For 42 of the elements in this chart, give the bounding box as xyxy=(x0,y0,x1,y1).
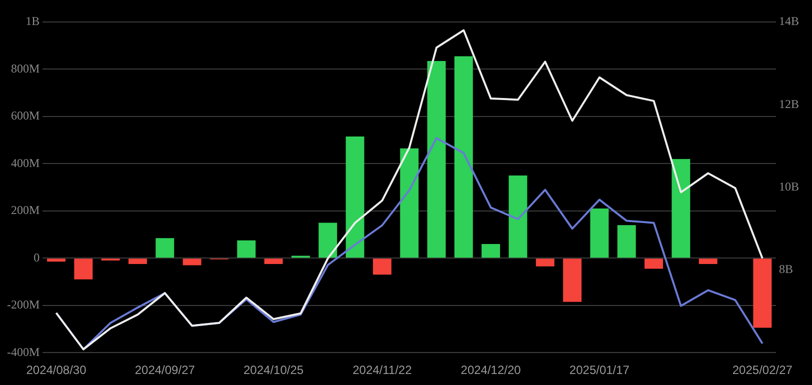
bar xyxy=(644,258,664,269)
y2-tick-label: 10B xyxy=(778,179,800,194)
y-tick-label: 600M xyxy=(10,108,40,123)
y-tick-label: 400M xyxy=(10,156,40,170)
x-tick-label: 2024/10/25 xyxy=(244,363,304,378)
bar xyxy=(372,258,392,275)
bar xyxy=(182,258,202,266)
x-tick-label: 2024/11/22 xyxy=(352,363,412,378)
bar xyxy=(400,148,419,258)
x-tick-label: 2024/12/20 xyxy=(460,363,522,378)
bar xyxy=(237,240,256,258)
bar xyxy=(753,258,772,328)
bar xyxy=(318,222,338,258)
bar xyxy=(563,258,582,302)
bar xyxy=(454,56,473,258)
bar xyxy=(617,225,636,258)
x-tick-label: 2025/01/17 xyxy=(569,363,630,378)
y-tick-label: 1B xyxy=(26,14,40,28)
bar xyxy=(672,158,690,258)
x-tick-label: 2024/08/30 xyxy=(26,363,87,378)
y2-tick-label: 14B xyxy=(778,14,800,28)
bar xyxy=(427,60,446,258)
y2-tick-label: 8B xyxy=(778,262,794,276)
bar xyxy=(128,258,147,264)
bar xyxy=(590,208,609,258)
y-tick-label: -200M xyxy=(6,298,40,312)
bar xyxy=(508,175,528,258)
bar xyxy=(698,258,718,264)
bar xyxy=(156,238,174,258)
y-tick-label: 200M xyxy=(10,203,40,218)
y-tick-label: -400M xyxy=(6,344,40,359)
bar xyxy=(47,258,66,262)
bar xyxy=(74,258,93,280)
y-tick-label: 800M xyxy=(10,61,40,76)
y-tick-label: 0 xyxy=(34,250,40,264)
bar xyxy=(536,258,554,266)
x-tick-label: 2024/09/27 xyxy=(134,363,196,378)
bar xyxy=(264,258,283,264)
x-tick-label: 2025/02/27 xyxy=(732,363,793,378)
bar xyxy=(346,136,364,258)
bar xyxy=(482,244,500,258)
y2-tick-label: 12B xyxy=(778,96,800,111)
